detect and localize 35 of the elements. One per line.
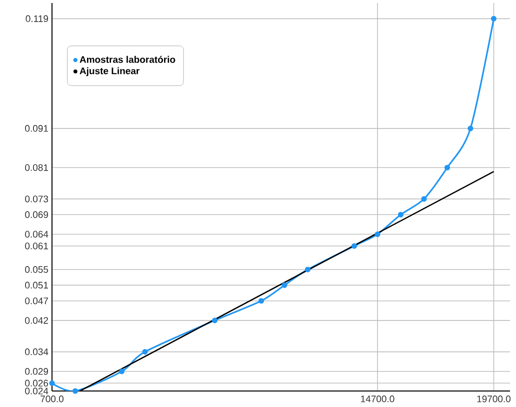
point [282,282,288,288]
y-tick-label: 0.119 [26,15,48,22]
y-tick-label: 0.034 [25,348,48,356]
point [351,243,358,249]
point [49,380,55,386]
point [304,266,311,272]
y-tick-label: 0.047 [25,297,48,304]
point [212,318,218,324]
point [142,349,148,355]
y-tick-label: 0.081 [25,164,48,171]
point [421,196,427,202]
x-tick-label: 19700.0 [477,396,511,402]
y-tick-label: 0.073 [25,196,48,202]
point [118,368,125,374]
point [374,231,380,238]
legend-label: Amostras laboratório [80,56,176,63]
x-tick-label: 700.0 [40,396,64,402]
y-tick-label: 0.055 [25,266,48,273]
y-tick-label: 0.024 [25,388,48,394]
y-tick-label: 0.042 [25,317,48,324]
point [72,388,78,394]
y-tick-label: 0.029 [25,368,48,375]
y-tick-label: 0.069 [25,211,48,218]
y-tick-label: 0.026 [25,380,48,387]
legend-label: Ajuste Linear [80,67,140,76]
y-tick-label: 0.051 [25,282,48,289]
y-tick-label: 0.064 [25,230,48,238]
y-tick-label: 0.061 [25,242,48,250]
x-tick-label: 14700.0 [361,396,394,402]
point [258,298,264,304]
point [490,16,497,22]
y-tick-label: 0.091 [25,125,48,132]
point [398,212,404,218]
point [468,126,474,132]
point [444,164,450,170]
